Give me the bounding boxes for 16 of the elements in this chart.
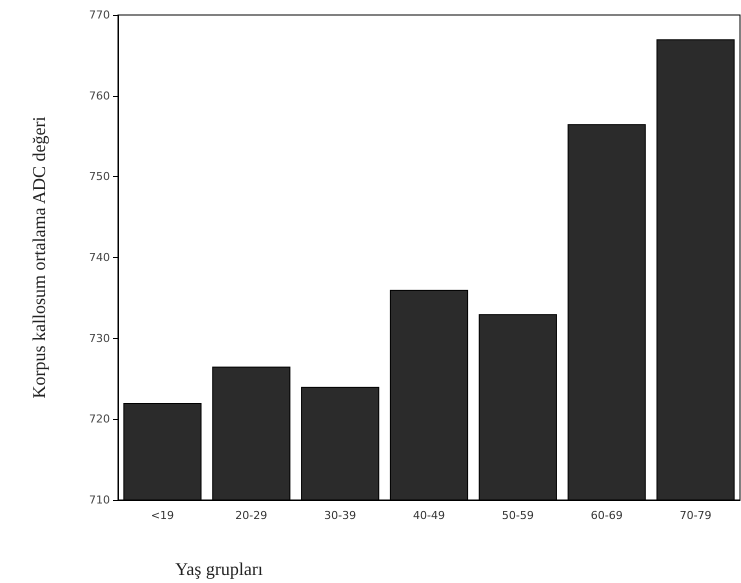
x-tick-label: 60-69 [590, 509, 623, 522]
y-tick-label: 730 [89, 332, 110, 345]
x-tick-label: <19 [150, 509, 174, 522]
x-tick-label: 30-39 [324, 509, 356, 522]
y-tick-label: 720 [89, 412, 110, 426]
y-axis-title: Korpus kallosum ortalama ADC değeri [29, 116, 49, 398]
y-tick-label: 740 [89, 251, 110, 264]
x-tick-label: 20-29 [235, 509, 268, 522]
x-axis-title: Yaş grupları [175, 559, 263, 579]
y-tick-label: 750 [89, 170, 110, 184]
y-tick-label: 710 [89, 494, 110, 506]
y-tick-label: 760 [89, 89, 110, 102]
x-tick-label: 50-59 [502, 509, 534, 522]
x-tick-label: 40-49 [413, 509, 445, 522]
y-tick-label: 770 [89, 8, 110, 22]
x-tick-label: 70-79 [680, 509, 712, 522]
